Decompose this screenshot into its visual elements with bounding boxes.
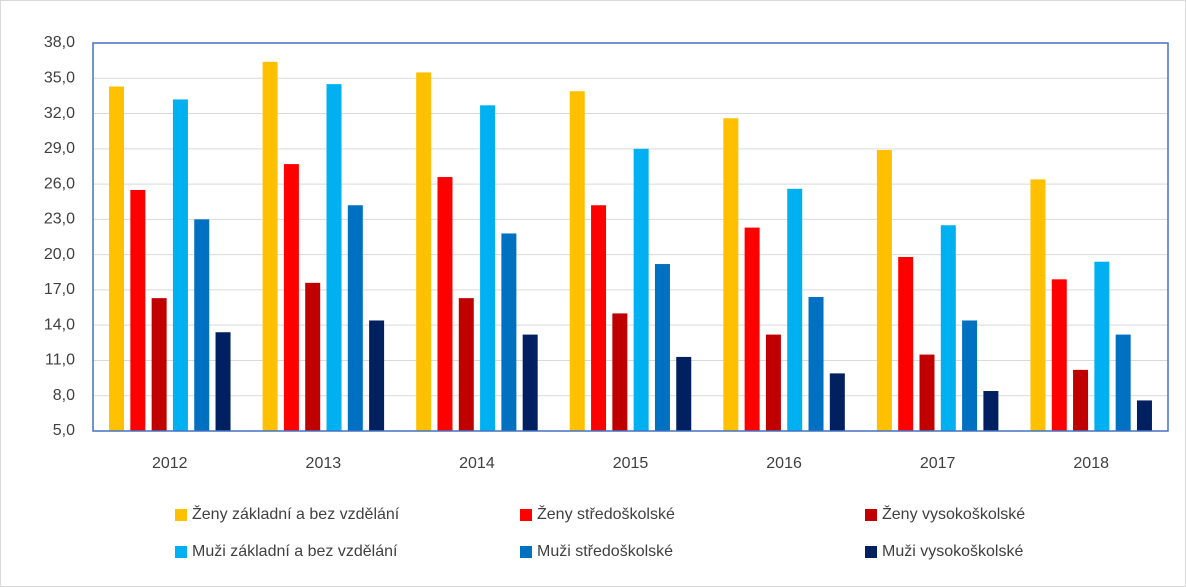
bar bbox=[326, 84, 342, 431]
legend-swatch bbox=[865, 509, 877, 521]
bar bbox=[522, 334, 538, 431]
legend-label: Muži vysokoškolské bbox=[882, 543, 1023, 560]
bar bbox=[215, 332, 231, 431]
y-tick-label: 29,0 bbox=[44, 140, 75, 157]
bar bbox=[612, 313, 628, 431]
bar bbox=[305, 282, 321, 431]
legend-label: Ženy vysokoškolské bbox=[882, 504, 1025, 523]
bar bbox=[369, 320, 385, 431]
legend-swatch bbox=[520, 509, 532, 521]
y-tick-label: 38,0 bbox=[44, 34, 75, 51]
bar bbox=[262, 61, 278, 431]
bar bbox=[1073, 369, 1089, 431]
bar bbox=[416, 72, 432, 432]
y-tick-label: 5,0 bbox=[53, 422, 75, 439]
legend-label: Ženy základní a bez vzdělání bbox=[192, 504, 400, 523]
bar bbox=[983, 391, 999, 431]
bar bbox=[633, 148, 649, 431]
bar bbox=[1030, 179, 1046, 431]
bar bbox=[172, 99, 188, 431]
bar bbox=[1051, 279, 1067, 431]
legend-swatch bbox=[865, 546, 877, 558]
y-tick-label: 14,0 bbox=[44, 316, 75, 333]
x-tick-label: 2015 bbox=[613, 455, 649, 472]
bar bbox=[569, 91, 585, 432]
y-tick-label: 8,0 bbox=[53, 387, 75, 404]
bar bbox=[283, 164, 299, 431]
bar bbox=[591, 205, 607, 431]
bar bbox=[501, 233, 517, 431]
legend-swatch bbox=[175, 546, 187, 558]
bar bbox=[787, 188, 803, 431]
bar bbox=[676, 356, 692, 431]
bar bbox=[876, 149, 892, 431]
x-tick-label: 2014 bbox=[459, 455, 495, 472]
y-tick-label: 35,0 bbox=[44, 69, 75, 86]
bar bbox=[151, 298, 167, 431]
plot-area-border bbox=[92, 42, 1169, 432]
bar bbox=[480, 105, 496, 431]
bar bbox=[458, 298, 474, 431]
y-tick-label: 26,0 bbox=[44, 175, 75, 192]
bar bbox=[1094, 261, 1110, 431]
legend-label: Muži základní a bez vzdělání bbox=[192, 543, 398, 560]
legend-label: Muži středoškolské bbox=[537, 543, 673, 560]
bar bbox=[765, 334, 781, 431]
legend-label: Ženy středoškolské bbox=[537, 504, 675, 523]
bar bbox=[723, 118, 739, 432]
bar bbox=[829, 373, 845, 431]
legend-swatch bbox=[520, 546, 532, 558]
y-tick-label: 11,0 bbox=[45, 352, 75, 369]
bar bbox=[437, 177, 453, 431]
x-tick-label: 2013 bbox=[306, 455, 342, 472]
bar bbox=[962, 320, 978, 431]
y-tick-label: 17,0 bbox=[44, 281, 75, 298]
bar bbox=[940, 225, 956, 431]
x-tick-label: 2012 bbox=[152, 455, 188, 472]
bar bbox=[109, 86, 125, 432]
bar bbox=[1136, 400, 1152, 431]
x-tick-label: 2017 bbox=[920, 455, 956, 472]
y-tick-label: 23,0 bbox=[44, 211, 75, 228]
bar bbox=[898, 256, 914, 431]
bar bbox=[744, 227, 760, 431]
bar bbox=[654, 264, 670, 431]
legend-swatch bbox=[175, 509, 187, 521]
x-tick-label: 2018 bbox=[1073, 455, 1109, 472]
bar bbox=[919, 354, 935, 431]
bar bbox=[1115, 334, 1131, 431]
bar bbox=[808, 296, 824, 431]
bar bbox=[130, 189, 146, 431]
y-tick-label: 20,0 bbox=[44, 246, 75, 263]
bar bbox=[347, 205, 363, 431]
bar bbox=[194, 219, 210, 431]
x-tick-label: 2016 bbox=[766, 455, 802, 472]
y-tick-label: 32,0 bbox=[44, 105, 75, 122]
